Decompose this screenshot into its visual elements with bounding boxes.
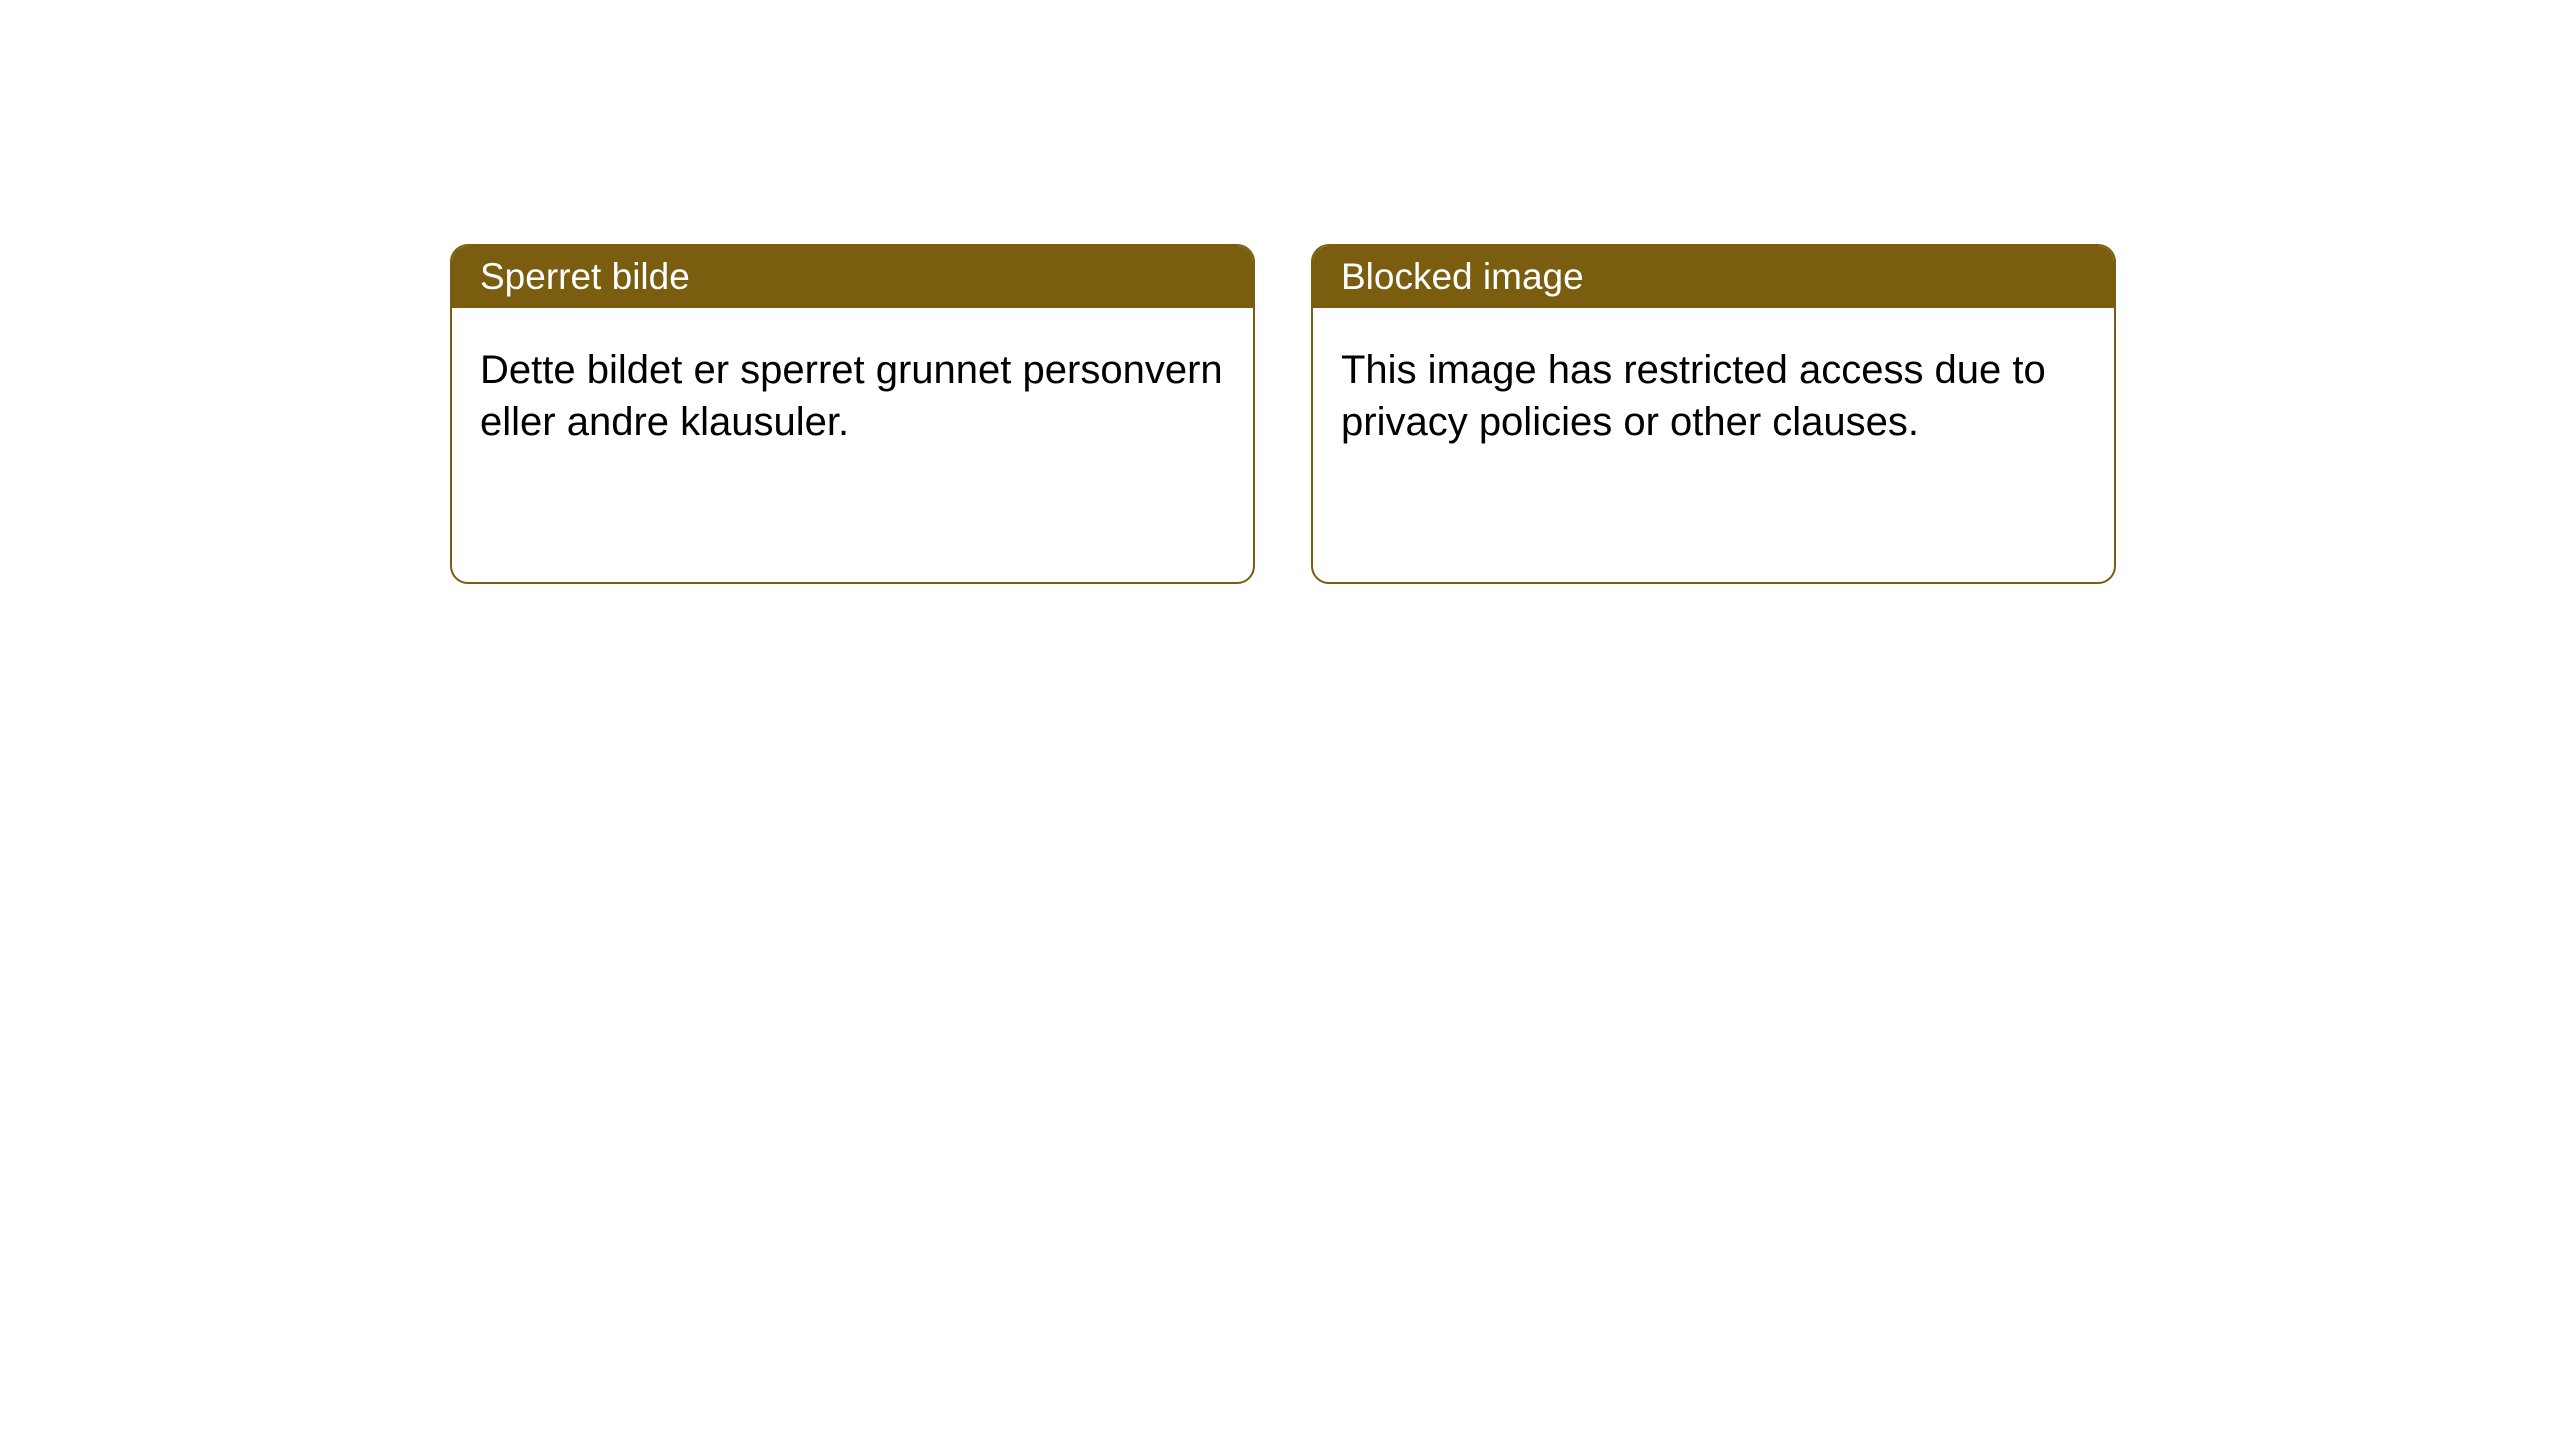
notice-card-english: Blocked image This image has restricted … — [1311, 244, 2116, 584]
notice-title: Blocked image — [1341, 256, 1584, 297]
notice-header: Sperret bilde — [452, 246, 1253, 308]
notice-body: Dette bildet er sperret grunnet personve… — [452, 308, 1253, 582]
notice-title: Sperret bilde — [480, 256, 690, 297]
notice-container: Sperret bilde Dette bildet er sperret gr… — [0, 0, 2560, 584]
notice-text: Dette bildet er sperret grunnet personve… — [480, 348, 1223, 444]
notice-card-norwegian: Sperret bilde Dette bildet er sperret gr… — [450, 244, 1255, 584]
notice-body: This image has restricted access due to … — [1313, 308, 2114, 582]
notice-text: This image has restricted access due to … — [1341, 348, 2046, 444]
notice-header: Blocked image — [1313, 246, 2114, 308]
